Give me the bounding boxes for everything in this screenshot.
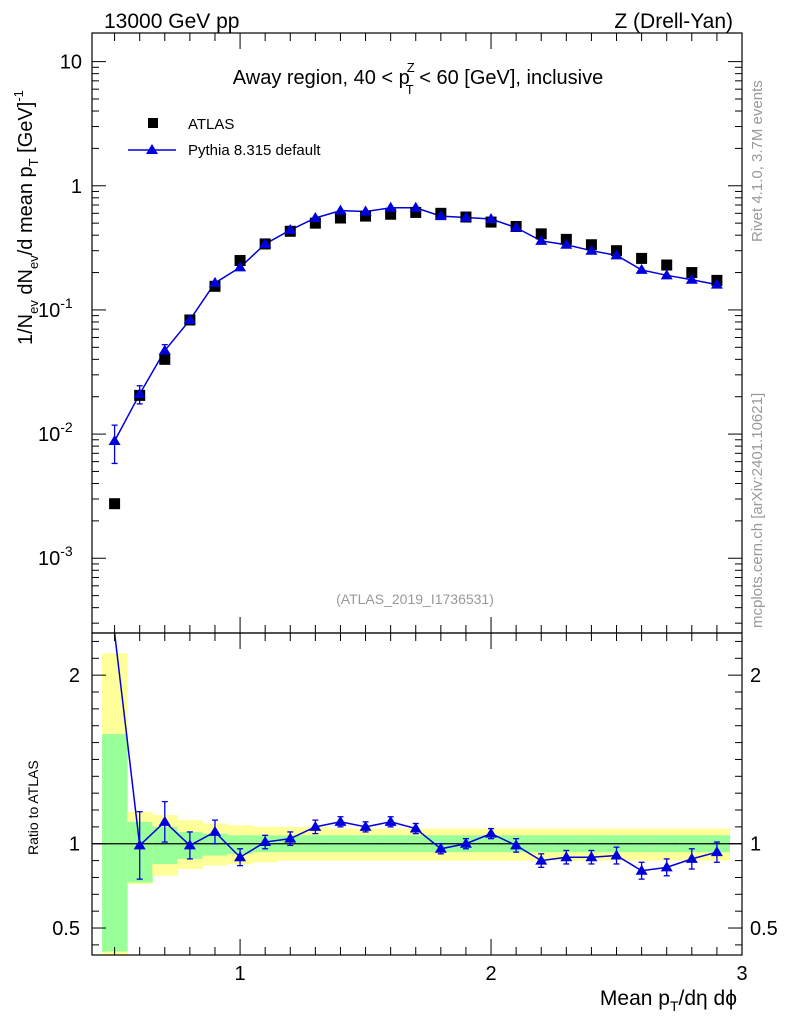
- ratio-point: [660, 861, 673, 872]
- ratio-band-inner: [227, 835, 254, 854]
- atlas-point: [109, 498, 121, 510]
- mcplots-label: mcplots.cern.ch [arXiv:2401.10621]: [749, 393, 766, 628]
- main-y-tick-label: 10-3: [38, 543, 73, 570]
- ratio-point: [284, 832, 297, 843]
- pythia-point: [133, 388, 146, 399]
- ratio-band-inner: [102, 734, 128, 952]
- ratio-point: [259, 836, 272, 847]
- main-y-tick-label: 1: [71, 176, 82, 198]
- pythia-point: [485, 212, 498, 223]
- ratio-point: [409, 822, 422, 833]
- ratio-point: [610, 849, 623, 860]
- pythia-point: [284, 224, 297, 235]
- main-y-axis-label: 1/Nev dNev/d mean pT [GeV]-1: [11, 90, 41, 345]
- pythia-point: [685, 273, 698, 284]
- legend-atlas-label: ATLAS: [188, 116, 234, 133]
- main-y-tick-label: 10-1: [38, 295, 73, 322]
- pythia-point: [434, 210, 447, 221]
- atlas-point: [410, 206, 422, 218]
- x-tick-label: 3: [736, 963, 747, 985]
- header-left-label: 13000 GeV pp: [104, 10, 239, 33]
- ratio-y-tick-label: 2: [69, 665, 80, 687]
- pythia-point: [585, 244, 598, 255]
- ratio-y-tick-label: 0.5: [52, 918, 80, 940]
- ratio-point: [459, 837, 472, 848]
- pythia-point: [409, 201, 422, 212]
- x-axis-label: Mean pT/dη dϕ: [600, 987, 737, 1014]
- pythia-point: [384, 201, 397, 212]
- ratio-point: [535, 854, 548, 865]
- main-y-tick-label: 10-2: [38, 419, 73, 446]
- pythia-point: [158, 344, 171, 355]
- pythia-point: [359, 205, 372, 216]
- pythia-point: [334, 204, 347, 215]
- pythia-point: [459, 211, 472, 222]
- ratio-point: [585, 851, 598, 862]
- main-panel-marks: [108, 201, 723, 510]
- legend-pythia-label: Pythia 8.315 default: [188, 142, 321, 159]
- pythia-point: [183, 313, 196, 324]
- atlas-point: [661, 259, 673, 271]
- ratio-point: [158, 815, 171, 826]
- pythia-point: [560, 238, 573, 249]
- ratio-point: [560, 851, 573, 862]
- ratio-point: [309, 820, 322, 831]
- pythia-point: [234, 261, 247, 272]
- pythia-point: [510, 221, 523, 232]
- atlas-point: [334, 212, 346, 224]
- pythia-point: [535, 234, 548, 245]
- atlas-point: [234, 255, 246, 267]
- ratio-point: [685, 852, 698, 863]
- ratio-panel: [92, 632, 742, 955]
- atlas-point: [686, 267, 698, 279]
- atlas-point: [385, 208, 397, 220]
- rivet-version-label: Rivet 4.1.0, 3.7M events: [749, 80, 766, 242]
- header-right-label: Z (Drell-Yan): [614, 10, 733, 33]
- pythia-point: [610, 249, 623, 260]
- atlas-point: [159, 353, 171, 365]
- ratio-point: [234, 851, 247, 862]
- x-tick-label: 2: [485, 963, 496, 985]
- pythia-point: [309, 212, 322, 223]
- pythia-point: [710, 278, 723, 289]
- legend-atlas-marker: [148, 118, 158, 128]
- x-tick-label: 1: [235, 963, 246, 985]
- ratio-point: [133, 839, 146, 850]
- ratio-y-tick-label: 1: [69, 834, 80, 856]
- ratio-y-axis-label: Ratio to ATLAS: [25, 760, 41, 855]
- ratio-y-tick-label-right: 2: [750, 665, 761, 687]
- main-y-tick-label: 10: [60, 52, 82, 74]
- legend-pythia-marker: [146, 144, 158, 154]
- atlas-point: [360, 210, 372, 222]
- pythia-point: [259, 237, 272, 248]
- atlas-point: [535, 228, 547, 240]
- pythia-point: [660, 269, 673, 280]
- pythia-series-line: [113, 207, 718, 442]
- ratio-y-tick-label-right: 1: [750, 834, 761, 856]
- ratio-point: [510, 839, 523, 850]
- ratio-point: [485, 827, 498, 838]
- ratio-point: [208, 825, 221, 836]
- legend: ATLAS Pythia 8.315 default: [128, 116, 321, 159]
- ratio-y-tick-label-right: 0.5: [750, 918, 778, 940]
- panel-frames: 10 1 10-1 10-2 10-3 1 2 3 0.5 0.5 1 1 2 2: [38, 32, 778, 985]
- main-panel-title: Away region, 40 < pZ T < 60 [GeV], inclus…: [233, 60, 603, 97]
- ratio-point: [183, 839, 196, 850]
- ratio-point: [635, 864, 648, 875]
- analysis-id-label: (ATLAS_2019_I1736531): [336, 591, 494, 607]
- ratio-point: [359, 820, 372, 831]
- pythia-point: [208, 276, 221, 287]
- ratio-point: [710, 846, 723, 857]
- ratio-point: [334, 815, 347, 826]
- atlas-point: [309, 217, 321, 229]
- pythia-point: [635, 263, 648, 274]
- ratio-point: [434, 842, 447, 853]
- atlas-point: [636, 252, 648, 264]
- pythia-point: [108, 434, 121, 445]
- ratio-point: [384, 815, 397, 826]
- ratio-panel-frame: [91, 632, 743, 956]
